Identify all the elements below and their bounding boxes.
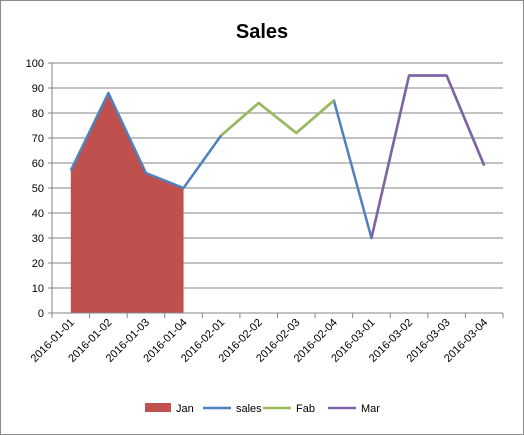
line-series-fab	[220, 99, 335, 137]
y-tick-label: 30	[32, 233, 44, 245]
y-tick-label: 90	[32, 83, 44, 95]
y-tick-label: 10	[32, 283, 44, 295]
y-tick-label: 0	[38, 308, 44, 320]
y-axis: 0 10 20 30 40 50 60 70 80 90 100	[26, 58, 53, 320]
y-tick-label: 60	[32, 158, 44, 170]
y-tick-label: 20	[32, 258, 44, 270]
y-tick-label: 50	[32, 183, 44, 195]
y-tick-label: 40	[32, 208, 44, 220]
plot-area	[69, 74, 486, 313]
chart-title: Sales	[236, 21, 288, 43]
x-axis: 2016-01-012016-01-022016-01-032016-01-04…	[29, 312, 504, 365]
legend: Jan sales Fab Mar	[145, 403, 380, 415]
y-tick-label: 70	[32, 133, 44, 145]
line-series-mar	[370, 74, 486, 239]
legend-label: sales	[236, 403, 262, 415]
legend-label: Mar	[361, 403, 380, 415]
legend-label: Jan	[176, 403, 194, 415]
y-tick-label: 80	[32, 108, 44, 120]
legend-label: Fab	[296, 403, 315, 415]
area-series-jan	[70, 95, 184, 313]
legend-swatch	[145, 403, 171, 412]
y-tick-label: 100	[26, 58, 44, 70]
